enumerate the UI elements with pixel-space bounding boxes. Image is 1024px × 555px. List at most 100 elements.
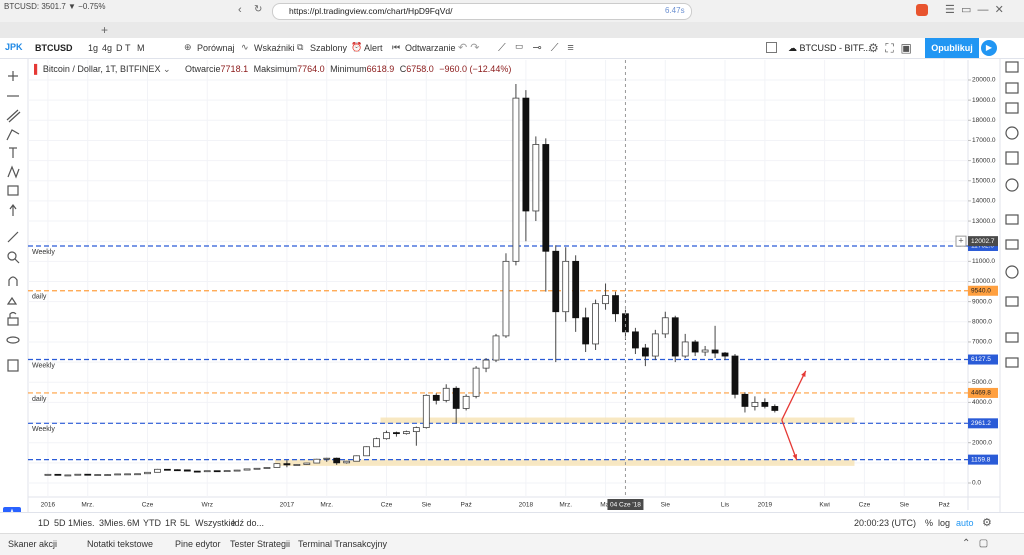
- candle-body: [472, 367, 480, 397]
- legend-marker: ▌: [34, 64, 41, 74]
- goto[interactable]: Idź do...: [232, 518, 265, 528]
- candle-body: [442, 387, 450, 401]
- candle-body: [711, 349, 719, 354]
- candle-body: [432, 394, 440, 401]
- candle-body: [761, 401, 769, 407]
- y-tick-label: 4000.0: [972, 399, 992, 406]
- crosshair-time-label: 04 Cze '18: [610, 502, 641, 509]
- scale-option[interactable]: %: [925, 518, 934, 528]
- y-tick-label: 15000.0: [972, 177, 996, 184]
- symbol[interactable]: BTCUSD: [35, 43, 73, 53]
- high-label: Maksimum: [253, 64, 298, 74]
- panel-tab[interactable]: Notatki tekstowe: [87, 539, 154, 549]
- level-label: daily: [32, 396, 47, 403]
- candle-body: [343, 460, 351, 464]
- url-box[interactable]: https://pl.tradingview.com/chart/HpD9FqV…: [272, 3, 692, 20]
- settings-icons[interactable]: ⚙ ⛶ ▣: [868, 41, 912, 55]
- candle-body: [462, 395, 470, 409]
- undo-redo[interactable]: ↶ ↷: [458, 42, 480, 54]
- range-button[interactable]: 6M: [127, 518, 140, 528]
- play-button[interactable]: ▶: [981, 40, 997, 56]
- low-label: Minimum: [330, 64, 367, 74]
- interval[interactable]: T: [125, 43, 131, 53]
- interval[interactable]: 4g: [102, 43, 113, 53]
- bottom-bar: Idź do... 20:00:23 (UTC) ⚙ 1D 5D 1Mies. 3Mi…: [0, 512, 1024, 533]
- level-price-tag: [968, 354, 998, 365]
- checkbox[interactable]: [766, 42, 777, 53]
- candle-body: [293, 464, 301, 466]
- level-price-label: 4469.8: [971, 390, 991, 397]
- y-tick-label: 8000.0: [972, 319, 992, 326]
- level-price-label: 9540.0: [971, 287, 991, 294]
- x-tick-label: 2016: [41, 502, 56, 509]
- toolbar-button[interactable]: Odtwarzanie: [405, 43, 456, 53]
- toolbar-button[interactable]: Szablony: [310, 43, 348, 53]
- menu-icons[interactable]: ☰ ▭ — ✕: [945, 4, 1004, 16]
- candle-body: [144, 471, 151, 475]
- x-tick-label: Paź: [461, 502, 472, 509]
- range-button[interactable]: 1D: [38, 518, 50, 528]
- new-tab[interactable]: +: [101, 23, 109, 37]
- scale-settings[interactable]: ⚙: [982, 517, 992, 529]
- level-price-label: 6127.5: [971, 356, 991, 363]
- candle-body: [592, 303, 599, 345]
- candle-body: [691, 341, 699, 353]
- reload-button[interactable]: ↻: [254, 4, 263, 15]
- level-price-tag: [968, 387, 998, 398]
- toolbar-button[interactable]: Porównaj: [197, 43, 235, 53]
- scale-option[interactable]: log: [938, 518, 951, 528]
- range-button[interactable]: YTD: [143, 518, 161, 528]
- interval[interactable]: D: [116, 43, 123, 53]
- level-label: Weekly: [32, 362, 55, 369]
- candle-body: [522, 97, 530, 212]
- candle-body: [402, 431, 410, 435]
- candle-body: [134, 473, 141, 476]
- interval[interactable]: 1g: [88, 43, 99, 53]
- candle-body: [323, 457, 331, 460]
- candle-body: [452, 387, 460, 409]
- panel-tab[interactable]: Pine edytor: [175, 539, 221, 549]
- candle-body: [183, 469, 191, 472]
- candle-body: [641, 347, 649, 357]
- range-button[interactable]: Wszystkie: [195, 518, 236, 528]
- arrow: [781, 419, 798, 461]
- bottom-panel: ⌃ ▢ Skaner akcji Notatki tekstowe Pine edy…: [0, 533, 1024, 555]
- logo[interactable]: JPK: [5, 42, 23, 52]
- interval[interactable]: M: [137, 43, 145, 53]
- x-tick-label: Cze: [859, 502, 871, 509]
- button-icon: ⊕: [184, 42, 192, 52]
- legend-symbol[interactable]: Bitcoin / Dollar, 1T, BITFINEX: [42, 64, 161, 74]
- level-label: Weekly: [32, 249, 55, 256]
- panel-tab[interactable]: Terminal Transakcyjny: [298, 539, 388, 549]
- back-button[interactable]: ‹: [238, 4, 242, 16]
- candle-body: [203, 470, 211, 473]
- range-button[interactable]: 3Mies.: [99, 518, 126, 528]
- layout-name[interactable]: ☁ BTCUSD - BITF...: [788, 43, 871, 53]
- candle-body: [612, 295, 619, 315]
- x-tick-label: Mrz.: [559, 502, 572, 509]
- y-tick-label: 7000.0: [972, 339, 992, 346]
- toolbar-button[interactable]: Alert: [364, 43, 383, 53]
- clock: 20:00:23 (UTC): [854, 518, 917, 528]
- publish-button[interactable]: Opublikuj: [925, 38, 979, 58]
- toolbar: JPK BTCUSD ☁ BTCUSD - BITF... ⚙ ⛶ ▣ Opub…: [0, 38, 1024, 59]
- tab-title[interactable]: BTCUSD: 3501.7 ▼ −0.75%: [4, 2, 106, 11]
- range-button[interactable]: 1R: [165, 518, 177, 528]
- range-button[interactable]: 1Mies.: [68, 518, 95, 528]
- panel-controls[interactable]: ⌃ ▢: [962, 538, 989, 549]
- candle-body: [542, 144, 550, 252]
- range-button[interactable]: 5D: [54, 518, 66, 528]
- candle-body: [661, 317, 669, 335]
- drawing-tools[interactable]: ⟋▭⊸⟋≡: [498, 42, 583, 54]
- candle-body: [353, 455, 361, 462]
- y-tick-label: 18000.0: [972, 117, 996, 124]
- panel-tab[interactable]: Tester Strategii: [230, 539, 291, 549]
- toolbar-button[interactable]: Wskaźniki: [254, 43, 295, 53]
- scale-option[interactable]: auto: [956, 518, 974, 528]
- shield-icon[interactable]: [916, 4, 928, 16]
- candle-body: [173, 469, 181, 472]
- x-tick-label: Sie: [900, 502, 910, 509]
- panel-tab[interactable]: Skaner akcji: [8, 539, 58, 549]
- range-button[interactable]: 5L: [180, 518, 191, 528]
- candle-body: [751, 401, 759, 407]
